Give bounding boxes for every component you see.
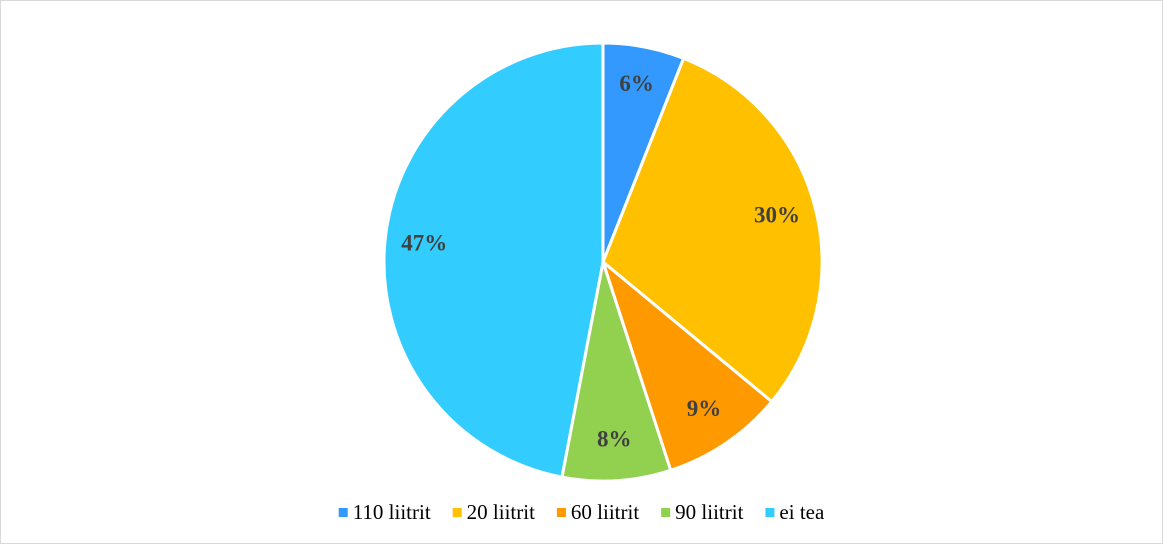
legend-label: 110 liitrit xyxy=(353,500,431,524)
legend-label: 90 liitrit xyxy=(675,500,743,524)
data-label: 8% xyxy=(597,427,632,452)
data-label: 30% xyxy=(754,203,800,228)
legend-swatch xyxy=(338,508,348,517)
legend-label: ei tea xyxy=(779,500,825,524)
legend: 110 liitrit 20 liitrit 60 liitrit 90 liitri… xyxy=(338,500,825,524)
data-label: 6% xyxy=(619,71,654,96)
legend-label: 60 liitrit xyxy=(571,500,639,524)
pie-slice xyxy=(560,261,673,483)
pie-slice xyxy=(599,257,774,473)
legend-swatch xyxy=(556,508,566,517)
legend-swatch xyxy=(661,508,671,517)
legend-label: 20 liitrit xyxy=(467,500,535,524)
pie-slice xyxy=(601,56,824,404)
data-label: 47% xyxy=(401,230,447,255)
legend-swatch xyxy=(452,508,462,517)
data-label: 9% xyxy=(687,396,722,421)
pie-slice xyxy=(382,41,605,479)
legend-swatch xyxy=(765,508,775,517)
